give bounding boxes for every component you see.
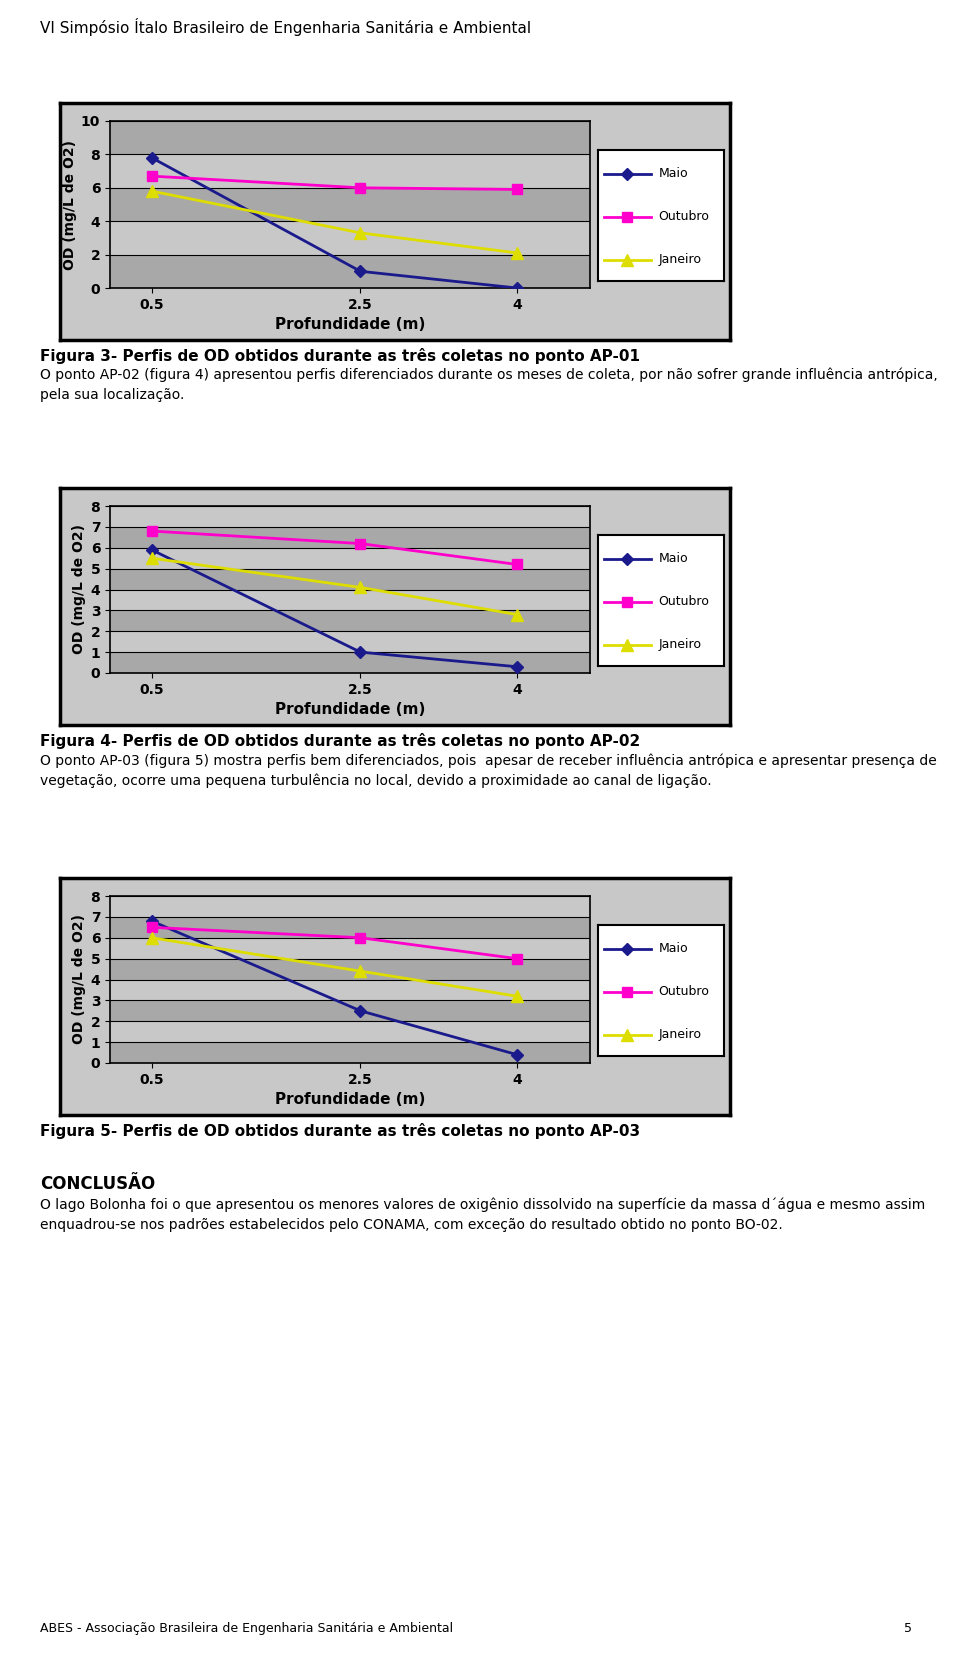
X-axis label: Profundidade (m): Profundidade (m) [275, 316, 425, 333]
Bar [110, 1042, 590, 1064]
Bar [110, 959, 590, 979]
Maio [511, 656, 522, 676]
Bar [110, 548, 590, 568]
Bar [110, 527, 590, 548]
Maio [146, 147, 157, 167]
Maio [354, 1001, 366, 1021]
Maio [354, 262, 366, 282]
Bar [110, 568, 590, 590]
Line: Maio: Maio [148, 545, 521, 671]
Bar [110, 121, 590, 154]
Outubro [511, 179, 522, 199]
Line: Janeiro: Janeiro [146, 186, 522, 258]
Line: Outubro: Outubro [147, 527, 522, 570]
Janeiro [511, 986, 522, 1006]
Y-axis label: OD (mg/L de O2): OD (mg/L de O2) [62, 139, 77, 270]
Text: VI Simpósio Ítalo Brasileiro de Engenharia Sanitária e Ambiental: VI Simpósio Ítalo Brasileiro de Engenhar… [40, 18, 531, 36]
Text: Maio: Maio [659, 167, 688, 181]
Maio [146, 911, 157, 931]
Bar [110, 220, 590, 255]
Line: Janeiro: Janeiro [146, 933, 522, 1002]
Janeiro [354, 224, 366, 244]
Text: O ponto AP-03 (figura 5) mostra perfis bem diferenciados, pois  apesar de recebe: O ponto AP-03 (figura 5) mostra perfis b… [40, 752, 937, 787]
Outubro [354, 177, 366, 197]
Outubro [146, 918, 157, 938]
Outubro [354, 928, 366, 948]
Text: O lago Bolonha foi o que apresentou os menores valores de oxigênio dissolvido na: O lago Bolonha foi o que apresentou os m… [40, 1198, 925, 1233]
Maio [511, 278, 522, 298]
Bar [110, 1021, 590, 1042]
Text: Maio: Maio [659, 943, 688, 956]
Maio [146, 540, 157, 560]
Bar [110, 896, 590, 916]
Text: Janeiro: Janeiro [659, 638, 702, 651]
X-axis label: Profundidade (m): Profundidade (m) [275, 1092, 425, 1107]
Text: Janeiro: Janeiro [659, 254, 702, 267]
Janeiro [146, 181, 157, 200]
Bar [110, 187, 590, 220]
Text: Outubro: Outubro [659, 986, 709, 999]
Text: Maio: Maio [659, 552, 688, 565]
Line: Janeiro: Janeiro [146, 553, 522, 620]
Y-axis label: OD (mg/L de O2): OD (mg/L de O2) [72, 525, 86, 655]
Text: Figura 4- Perfis de OD obtidos durante as três coletas no ponto AP-02: Figura 4- Perfis de OD obtidos durante a… [40, 732, 640, 749]
Bar [110, 505, 590, 527]
Text: Janeiro: Janeiro [659, 1029, 702, 1041]
Bar [110, 255, 590, 288]
Bar [110, 631, 590, 653]
Bar [110, 938, 590, 959]
Line: Outubro: Outubro [147, 923, 522, 963]
Bar [110, 1001, 590, 1021]
Y-axis label: OD (mg/L de O2): OD (mg/L de O2) [72, 915, 86, 1044]
Outubro [146, 520, 157, 540]
Outubro [354, 534, 366, 553]
Maio [511, 1044, 522, 1064]
Outubro [511, 949, 522, 969]
Bar [110, 610, 590, 631]
Line: Outubro: Outubro [147, 171, 522, 194]
Text: Outubro: Outubro [659, 595, 709, 608]
Janeiro [146, 928, 157, 948]
Bar [110, 979, 590, 1001]
Bar [110, 590, 590, 610]
Text: 5: 5 [904, 1622, 912, 1634]
Bar [110, 154, 590, 187]
Text: CONCLUSÃO: CONCLUSÃO [40, 1175, 156, 1193]
X-axis label: Profundidade (m): Profundidade (m) [275, 703, 425, 717]
Bar [110, 653, 590, 673]
Janeiro [511, 605, 522, 625]
Maio [354, 643, 366, 663]
Bar [110, 916, 590, 938]
Janeiro [354, 961, 366, 981]
Line: Maio: Maio [148, 154, 521, 292]
Text: O ponto AP-02 (figura 4) apresentou perfis diferenciados durante os meses de col: O ponto AP-02 (figura 4) apresentou perf… [40, 368, 938, 403]
Janeiro [511, 244, 522, 263]
Text: ABES - Associação Brasileira de Engenharia Sanitária e Ambiental: ABES - Associação Brasileira de Engenhar… [40, 1622, 453, 1634]
Line: Maio: Maio [148, 916, 521, 1059]
Text: Figura 5- Perfis de OD obtidos durante as três coletas no ponto AP-03: Figura 5- Perfis de OD obtidos durante a… [40, 1123, 640, 1138]
Outubro [511, 555, 522, 575]
Outubro [146, 166, 157, 186]
Janeiro [354, 578, 366, 598]
Janeiro [146, 548, 157, 568]
Text: Outubro: Outubro [659, 210, 709, 224]
Text: Figura 3- Perfis de OD obtidos durante as três coletas no ponto AP-01: Figura 3- Perfis de OD obtidos durante a… [40, 348, 640, 365]
